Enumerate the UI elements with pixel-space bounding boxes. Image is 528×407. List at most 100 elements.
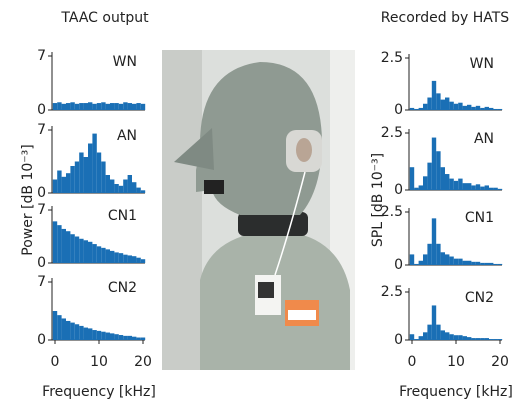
bar [458,335,463,340]
bar [96,330,102,340]
y-tick-label: 0 [37,332,46,348]
bar [445,332,450,340]
bar [118,185,124,193]
bar [418,336,423,340]
bar [418,107,423,110]
bar [458,178,463,190]
series-label: AN [474,131,494,147]
bar [445,174,450,190]
y-tick-label: 7 [37,122,46,138]
bar [462,105,467,110]
bar [105,103,110,110]
bar [480,107,485,110]
bar [493,187,498,190]
y-tick-label: 0 [394,102,403,118]
bar [83,327,88,340]
y-tick-label: 7 [37,274,46,290]
bar [458,258,463,265]
bar [132,256,137,263]
bar [92,133,97,193]
series-label: CN2 [465,290,494,306]
bar [79,238,84,263]
bar [423,254,428,265]
bar [92,103,97,110]
bar [493,108,498,110]
bar [123,179,128,193]
bar [414,187,419,190]
bar [96,152,102,193]
bar [101,247,106,263]
bar [66,103,71,110]
bar [127,175,132,193]
bar [484,338,489,340]
bar [484,262,489,265]
bar [83,103,88,110]
bar [118,253,124,263]
bar [462,183,467,190]
bar [70,166,75,193]
bar [440,167,445,190]
bar [480,186,485,190]
bar [140,337,146,340]
bar [57,102,62,110]
bar [436,243,441,265]
bar [57,225,62,263]
y-tick-label: 0 [37,185,46,201]
x-axis-label: Frequency [kHz] [399,384,513,400]
bar [105,332,110,340]
bar [497,108,503,110]
bar [418,185,423,190]
bar [52,179,58,193]
bar [118,335,124,340]
bar [480,262,485,265]
bar [92,330,97,340]
series-label: CN2 [108,280,137,296]
bar [52,103,58,110]
bar [61,176,66,193]
y-tick-label: 2.5 [381,50,403,66]
x-tick-label: 0 [408,354,417,370]
bar [489,187,494,190]
bar [427,97,432,110]
bar [462,336,467,340]
bar [497,188,503,190]
bar [74,103,80,110]
bar [467,337,472,340]
bar [92,244,97,263]
bar [445,97,450,110]
bar [427,324,432,340]
bar [436,324,441,340]
bar [123,254,128,263]
bar [480,338,485,340]
bar [449,178,454,190]
panel-title: Recorded by HATS [381,10,510,26]
bar [409,254,415,265]
bar [110,103,115,110]
x-tick-label: 20 [134,354,152,370]
bar [475,105,481,110]
y-tick-label: 0 [37,255,46,271]
bar [423,332,428,340]
bar [462,260,467,265]
bar [61,103,66,110]
bar [110,333,115,340]
bar [440,99,445,110]
series-label: WN [470,56,494,72]
bar [136,187,141,193]
x-tick-label: 10 [90,354,108,370]
bar [83,157,88,193]
series-label: WN [113,54,137,70]
bar [96,103,102,110]
panel-title: TAAC output [60,10,149,26]
bar [132,336,137,340]
bar [114,184,119,193]
y-tick-label: 7 [37,48,46,64]
bar [140,259,146,263]
bar [449,256,454,265]
bar [423,176,428,190]
bar [140,190,146,193]
y-tick-label: 0 [394,332,403,348]
bar [136,337,141,340]
bar [436,93,441,110]
